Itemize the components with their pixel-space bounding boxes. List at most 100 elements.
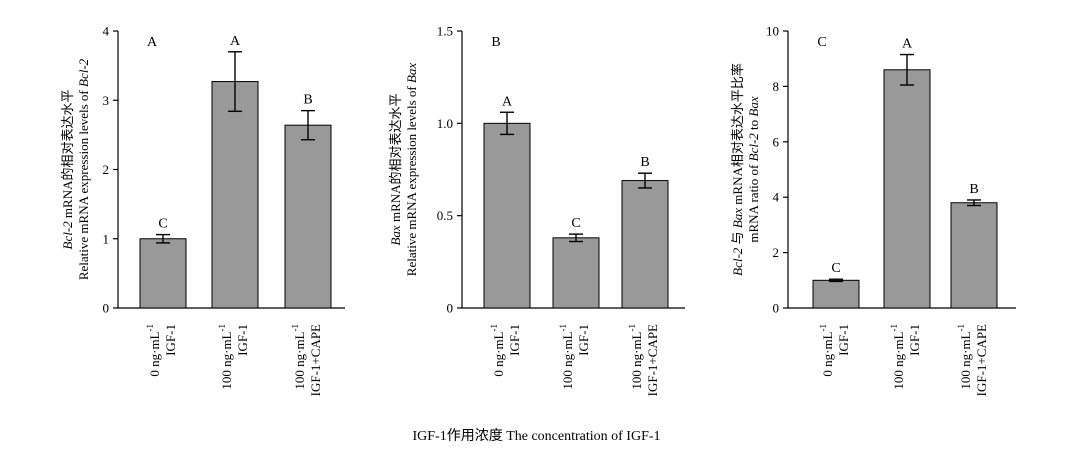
x-category-label: 100 ng·mL-1 IGF-1+CAPE (956, 324, 989, 396)
bar (139, 238, 187, 309)
x-category-line-1: 100 ng·mL-1 (290, 324, 307, 390)
category-unit: 0 ng·mL (491, 331, 506, 376)
y-label-part: mRNA的相对表达水平 (388, 93, 403, 225)
category-superscript: -1 (956, 324, 966, 332)
category-unit: 100 ng·mL (292, 331, 307, 389)
y-label-part: Bax (404, 63, 419, 83)
category-superscript: -1 (558, 324, 568, 332)
category-unit: 100 ng·mL (629, 331, 644, 389)
y-tick-label: 0 (103, 301, 110, 316)
x-category-label: 0 ng·mL-1 IGF-1 (818, 324, 851, 377)
significance-letter: C (831, 261, 840, 276)
significance-letter: C (158, 217, 167, 232)
panel-letter: B (491, 35, 500, 50)
y-tick-label: 10 (766, 24, 779, 39)
x-category-line-1: 100 ng·mL-1 (217, 324, 234, 390)
y-label-part: Bcl-2 (730, 247, 745, 276)
y-label-part: mRNA的相对表达水平 (60, 90, 75, 222)
category-unit: 100 ng·mL (560, 331, 575, 389)
significance-letter: B (303, 93, 312, 108)
panel-letter: C (817, 35, 826, 50)
category-superscript: -1 (889, 324, 899, 332)
y-tick-label: 2 (773, 245, 780, 260)
y-label-part: Bcl-2 (746, 133, 761, 162)
significance-letter: B (640, 155, 649, 170)
x-category-label: 100 ng·mL-1 IGF-1 (889, 324, 922, 390)
x-category-line-2: IGF-1 (507, 324, 522, 356)
x-axis-caption: IGF-1作用浓度 The concentration of IGF-1 (412, 429, 661, 444)
bar (621, 180, 669, 309)
x-category-line-1: 0 ng·mL-1 (489, 324, 506, 377)
y-label-part: mRNA相对表达水平比率 (730, 63, 745, 208)
x-category-line-2: IGF-1+CAPE (645, 324, 660, 396)
x-category-line-2: IGF-1 (576, 324, 591, 356)
y-axis-label-line-2: mRNA ratio of Bcl-2 to Bax (746, 96, 761, 242)
significance-letter: A (902, 37, 913, 52)
y-label-part: Bax (388, 225, 403, 245)
x-category-label: 0 ng·mL-1 IGF-1 (145, 324, 178, 377)
y-label-part: Bax (746, 96, 761, 116)
bar (883, 69, 931, 309)
panel-letter: A (147, 35, 158, 50)
y-label-part: to (746, 117, 761, 134)
y-axis-label-line-1: Bax mRNA的相对表达水平 (388, 93, 403, 245)
x-category-line-2: IGF-1 (836, 324, 851, 356)
significance-letter: A (230, 34, 241, 49)
bar (483, 122, 531, 309)
x-category-label: 0 ng·mL-1 IGF-1 (489, 324, 522, 377)
chart-panel-c: 0 2 4 6 8 10 C Bcl-2 与 Bax mRNA相对表达水平比率 mRNA rat… (730, 24, 1016, 396)
x-category-line-2: IGF-1+CAPE (974, 324, 989, 396)
y-label-part: Relative mRNA expression levels of (76, 87, 91, 280)
bar (812, 279, 860, 309)
y-tick-label: 3 (103, 93, 110, 108)
y-tick-label: 6 (773, 134, 780, 149)
category-superscript: -1 (627, 324, 637, 332)
bar (211, 81, 259, 309)
y-axis-label-line-2: Relative mRNA expression levels of Bcl-2 (76, 58, 91, 280)
x-category-line-1: 100 ng·mL-1 (889, 324, 906, 390)
bar (552, 237, 600, 309)
x-category-label: 100 ng·mL-1 IGF-1+CAPE (290, 324, 323, 396)
y-label-part: mRNA ratio of (746, 161, 761, 242)
y-tick-label: 0.5 (437, 208, 453, 223)
y-axis-label-line-1: Bcl-2 mRNA的相对表达水平 (60, 90, 75, 250)
y-label-part: 与 (730, 228, 745, 248)
y-tick-label: 4 (773, 190, 780, 205)
y-axis-label: Bax mRNA的相对表达水平 Relative mRNA expression … (388, 63, 419, 277)
category-unit: 100 ng·mL (219, 331, 234, 389)
chart-panel-b: 0 0.5 1.0 1.5 B Bax mRNA的相对表达水平 Relative mRNA … (388, 24, 685, 396)
x-category-line-1: 0 ng·mL-1 (145, 324, 162, 377)
category-superscript: -1 (145, 324, 155, 332)
y-tick-label: 1.0 (437, 116, 453, 131)
y-tick-label: 0 (447, 301, 454, 316)
x-category-line-1: 100 ng·mL-1 (558, 324, 575, 390)
y-tick-label: 1 (103, 231, 110, 246)
x-category-label: 100 ng·mL-1 IGF-1 (217, 324, 250, 390)
category-superscript: -1 (489, 324, 499, 332)
y-tick-label: 8 (773, 79, 780, 94)
x-category-line-1: 0 ng·mL-1 (818, 324, 835, 377)
x-category-line-2: IGF-1 (907, 324, 922, 356)
y-label-part: Bax (730, 208, 745, 228)
y-label-part: Bcl-2 (60, 221, 75, 250)
y-label-part: Bcl-2 (76, 58, 91, 87)
x-category-line-2: IGF-1 (163, 324, 178, 356)
y-axis-label-line-1: Bcl-2 与 Bax mRNA相对表达水平比率 (730, 63, 745, 276)
y-tick-label: 4 (103, 24, 110, 39)
x-category-line-2: IGF-1 (235, 324, 250, 356)
y-tick-label: 2 (103, 162, 110, 177)
significance-letter: A (502, 94, 513, 109)
bar (284, 124, 332, 309)
y-axis-label-line-2: Relative mRNA expression levels of Bax (404, 63, 419, 277)
bar (950, 202, 998, 309)
x-category-line-1: 100 ng·mL-1 (627, 324, 644, 390)
y-axis-label: Bcl-2 mRNA的相对表达水平 Relative mRNA expressio… (60, 58, 91, 280)
category-superscript: -1 (818, 324, 828, 332)
y-tick-label: 0 (773, 301, 780, 316)
y-label-part: Relative mRNA expression levels of (404, 83, 419, 276)
significance-letter: C (571, 216, 580, 231)
significance-letter: B (969, 182, 978, 197)
category-unit: 0 ng·mL (147, 331, 162, 376)
category-unit: 0 ng·mL (820, 331, 835, 376)
